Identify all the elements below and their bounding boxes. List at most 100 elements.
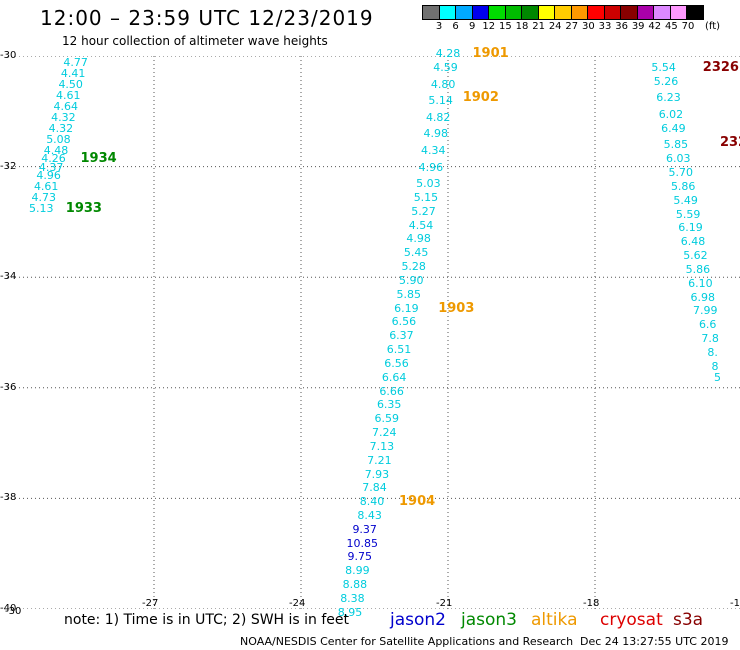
wave-height-value: 6.19 [394, 301, 419, 315]
wave-height-value: 5.49 [673, 193, 698, 207]
wave-height-value: 5.85 [663, 138, 689, 152]
wave-height-value: 8.43 [357, 508, 382, 522]
map-grid [7, 56, 740, 609]
latitude-tick-label: -32 [0, 160, 17, 172]
wave-height-value: 7.84 [362, 481, 387, 495]
color-swatch [554, 5, 572, 20]
longitude-tick-label: -21 [436, 598, 453, 609]
wave-height-value: 5.85 [396, 287, 422, 301]
wave-height-value: 8.40 [359, 495, 385, 509]
color-swatch [653, 5, 671, 20]
color-scale-label: 24 [548, 21, 562, 32]
color-scale-label: 45 [665, 21, 678, 32]
color-swatch [438, 5, 456, 20]
wave-height-value: 6.23 [656, 91, 681, 105]
wave-height-value: 4.61 [56, 88, 81, 102]
wave-height-value: 7.8 [701, 332, 719, 346]
wave-height-value: 5.15 [413, 191, 439, 204]
wave-height-value: 4.64 [53, 99, 79, 113]
wave-height-value: 7.93 [364, 467, 390, 481]
color-scale-label: 6 [452, 21, 459, 32]
footer-note: note: 1) Time is in UTC; 2) SWH is in fe… [64, 612, 350, 628]
wave-height-value: 7.21 [367, 453, 392, 467]
color-scale-unit: (ft) [705, 21, 721, 32]
color-scale-label: 27 [565, 21, 579, 32]
satellite-legend-altika: altika [531, 610, 578, 630]
wave-height-value: 4.50 [58, 77, 83, 91]
wave-height-value: 4.26 [41, 152, 66, 166]
generated-timestamp: Dec 24 13:27:55 UTC 2019 [580, 635, 729, 648]
wave-height-value: 4.98 [406, 232, 431, 246]
color-swatch [504, 5, 522, 20]
wave-height-value: 6.51 [386, 343, 412, 357]
pass-time-label: 2326 [702, 60, 739, 76]
wave-height-value: 5.86 [685, 262, 711, 276]
color-scale-label: 70 [681, 21, 695, 32]
latitude-tick-label: -34 [0, 271, 17, 283]
color-swatch [471, 5, 489, 20]
color-swatch [603, 5, 621, 20]
wave-height-value: 9.37 [352, 522, 377, 536]
wave-height-value: 5.13 [29, 202, 54, 216]
wave-height-value: 4.77 [63, 55, 88, 69]
longitude-tick-label: -24 [289, 598, 306, 609]
wave-height-value: 7.24 [372, 426, 397, 440]
satellite-legend-jason2: jason2 [390, 610, 446, 630]
wave-height-value: 4.41 [60, 66, 86, 80]
satellite-legend-cryosat: cryosat [600, 610, 663, 630]
wave-height-value: 8.99 [345, 564, 370, 578]
wave-height-value: 5.70 [668, 166, 694, 180]
wave-height-value: 6.02 [658, 108, 684, 122]
color-scale-label: 18 [515, 21, 529, 32]
wave-height-value: 7.13 [369, 439, 395, 453]
latitude-tick-label: -40 [0, 603, 17, 614]
wave-height-value: 8.38 [340, 591, 365, 605]
color-scale-legend [422, 5, 704, 20]
pass-time-label: 1901 [472, 46, 509, 62]
pass-time-label: 1904 [399, 494, 436, 510]
wave-height-value: 4.37 [38, 160, 64, 174]
wave-height-value: 4.80 [430, 77, 456, 91]
satellite-legend-s3a: s3a [673, 610, 704, 630]
wave-height-value: 4.59 [433, 61, 458, 75]
color-swatch [422, 5, 440, 20]
color-swatch [570, 5, 588, 20]
color-swatch [636, 5, 654, 20]
wave-height-value: 8 [711, 359, 719, 373]
wave-height-value: 4.61 [33, 179, 59, 193]
credit-line: NOAA/NESDIS Center for Satellite Applica… [240, 635, 574, 648]
wave-height-value: 4.73 [31, 191, 57, 204]
wave-height-value: 6.03 [666, 152, 691, 166]
wave-height-value: 4.98 [423, 127, 449, 141]
color-scale-label: 30 [582, 21, 595, 32]
color-scale-label: 3 [435, 21, 443, 32]
wave-height-value: 4.32 [48, 121, 74, 135]
color-scale-label: 12 [482, 21, 496, 32]
wave-height-value: 6.64 [381, 370, 407, 384]
wave-height-map: -30 -32 -34 -36 -38 -40 -27 -24 -21 -18 -15 -30 4.77… [0, 47, 740, 618]
wave-height-value: 9.75 [347, 550, 373, 564]
wave-height-value: 5.86 [670, 179, 696, 193]
wave-height-value: 6.98 [690, 290, 716, 304]
latitude-tick-label: -38 [0, 492, 17, 504]
color-swatch [537, 5, 555, 20]
wave-height-value: 6.19 [678, 221, 703, 235]
page-title: 12:00 – 23:59 UTC 12/23/2019 [40, 6, 374, 30]
wave-height-value: 4.54 [408, 218, 434, 232]
color-scale-label: 33 [598, 21, 612, 32]
page-subtitle: 12 hour collection of altimeter wave hei… [62, 34, 328, 48]
wave-height-value: 5.90 [399, 273, 424, 287]
wave-height-value: 6.66 [379, 384, 404, 398]
wave-height-value: 4.34 [421, 144, 446, 157]
pass-time-label: 1903 [438, 300, 475, 316]
wave-height-value: 6.10 [688, 276, 713, 290]
latitude-tick-label: -30 [0, 50, 17, 61]
wave-height-value: 8. [707, 345, 718, 359]
wave-height-value: 5.27 [411, 204, 436, 218]
pass-time-label: 232 [719, 134, 740, 150]
color-swatch [669, 5, 687, 20]
wave-height-value: 10.85 [346, 536, 379, 550]
wave-height-value: 5.54 [651, 61, 676, 75]
color-swatch [587, 5, 605, 20]
wave-height-value: 5.03 [416, 177, 441, 191]
